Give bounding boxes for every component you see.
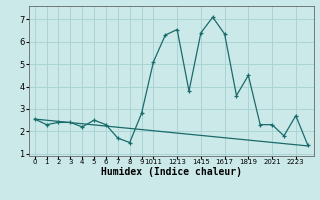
X-axis label: Humidex (Indice chaleur): Humidex (Indice chaleur) [101,167,242,177]
